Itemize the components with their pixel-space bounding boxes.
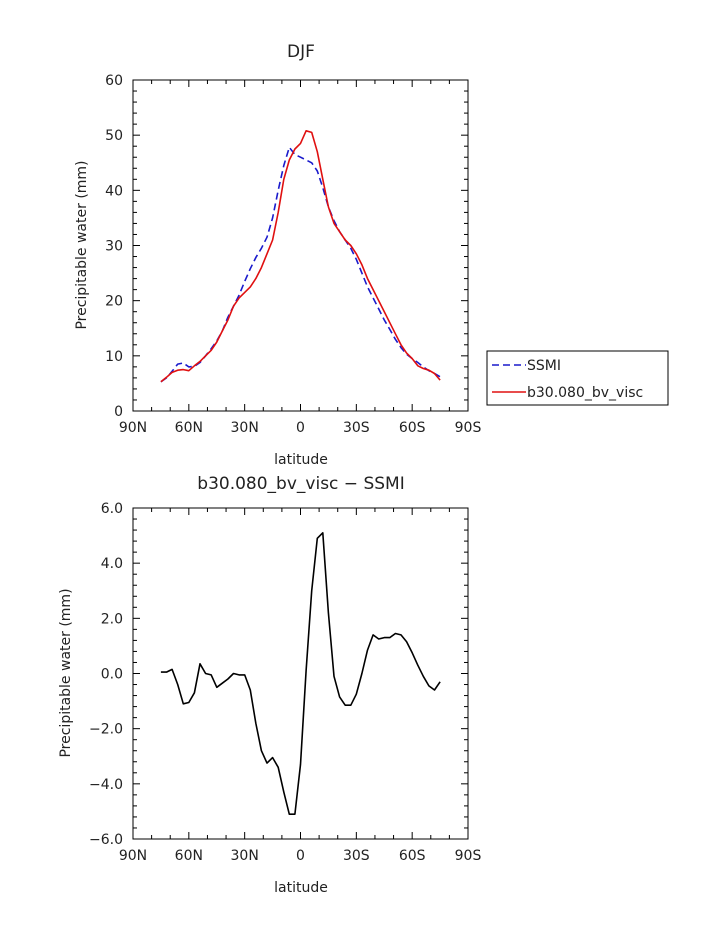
y-tick-label: 30 (105, 239, 123, 255)
bottom-panel-title: b30.080_bv_visc − SSMI (197, 474, 404, 494)
x-tick-label: 0 (296, 420, 305, 436)
x-tick-label: 30S (343, 848, 370, 864)
y-tick-label: 4.0 (101, 556, 123, 572)
series-line-b30-080-bv-visc (160, 130, 441, 383)
x-tick-label: 90S (455, 420, 482, 436)
x-tick-label: 60N (175, 420, 203, 436)
y-tick-label: −2.0 (89, 722, 123, 738)
bottom-y-axis-label: Precipitable water (mm) (58, 588, 74, 757)
legend-label-model: b30.080_bv_visc (527, 385, 643, 401)
top-x-axis-label: latitude (274, 452, 328, 468)
x-tick-label: 60N (175, 848, 203, 864)
x-tick-label: 90S (455, 848, 482, 864)
y-tick-label: 50 (105, 128, 123, 144)
y-tick-label: 40 (105, 183, 123, 199)
x-tick-label: 60S (399, 848, 426, 864)
x-tick-label: 30N (231, 420, 259, 436)
top-x-tick-labels: 90N 60N 30N 0 30S 60S 90S (119, 420, 482, 436)
bottom-x-tick-labels: 90N 60N 30N 0 30S 60S 90S (119, 848, 482, 864)
x-tick-label: 90N (119, 420, 147, 436)
y-tick-label: 2.0 (101, 611, 123, 627)
y-tick-label: −4.0 (89, 777, 123, 793)
legend: SSMI b30.080_bv_visc (486, 350, 669, 406)
bottom-series-lines (160, 531, 441, 816)
top-y-tick-labels: 0 10 20 30 40 50 60 (105, 73, 123, 420)
x-tick-label: 30N (231, 848, 259, 864)
y-tick-label: 60 (105, 73, 123, 89)
y-tick-label: 0.0 (101, 667, 123, 683)
top-panel: DJF 90N 60N 30N 0 30S 60S 90S 0 10 20 30 40 50 60 la… (74, 42, 669, 468)
x-tick-label: 90N (119, 848, 147, 864)
top-series-lines (160, 130, 441, 383)
bottom-plot-frame (132, 507, 469, 840)
y-tick-label: 0 (114, 404, 123, 420)
x-tick-label: 30S (343, 420, 370, 436)
y-tick-label: 6.0 (101, 501, 123, 517)
top-panel-title: DJF (287, 42, 315, 62)
x-tick-label: 0 (296, 848, 305, 864)
bottom-panel: b30.080_bv_visc − SSMI 90N 60N 30N 0 30S 60S 9… (58, 474, 481, 896)
top-plot-frame (132, 79, 469, 412)
top-y-axis-label: Precipitable water (mm) (74, 160, 90, 329)
y-tick-label: −6.0 (89, 832, 123, 848)
legend-label-ssmi: SSMI (527, 358, 561, 374)
series-line-difference (160, 531, 441, 816)
bottom-x-axis-label: latitude (274, 880, 328, 896)
bottom-y-tick-labels: −6.0 −4.0 −2.0 0.0 2.0 4.0 6.0 (89, 501, 123, 848)
legend-box (486, 350, 669, 406)
x-tick-label: 60S (399, 420, 426, 436)
y-tick-label: 10 (105, 349, 123, 365)
y-tick-label: 20 (105, 294, 123, 310)
